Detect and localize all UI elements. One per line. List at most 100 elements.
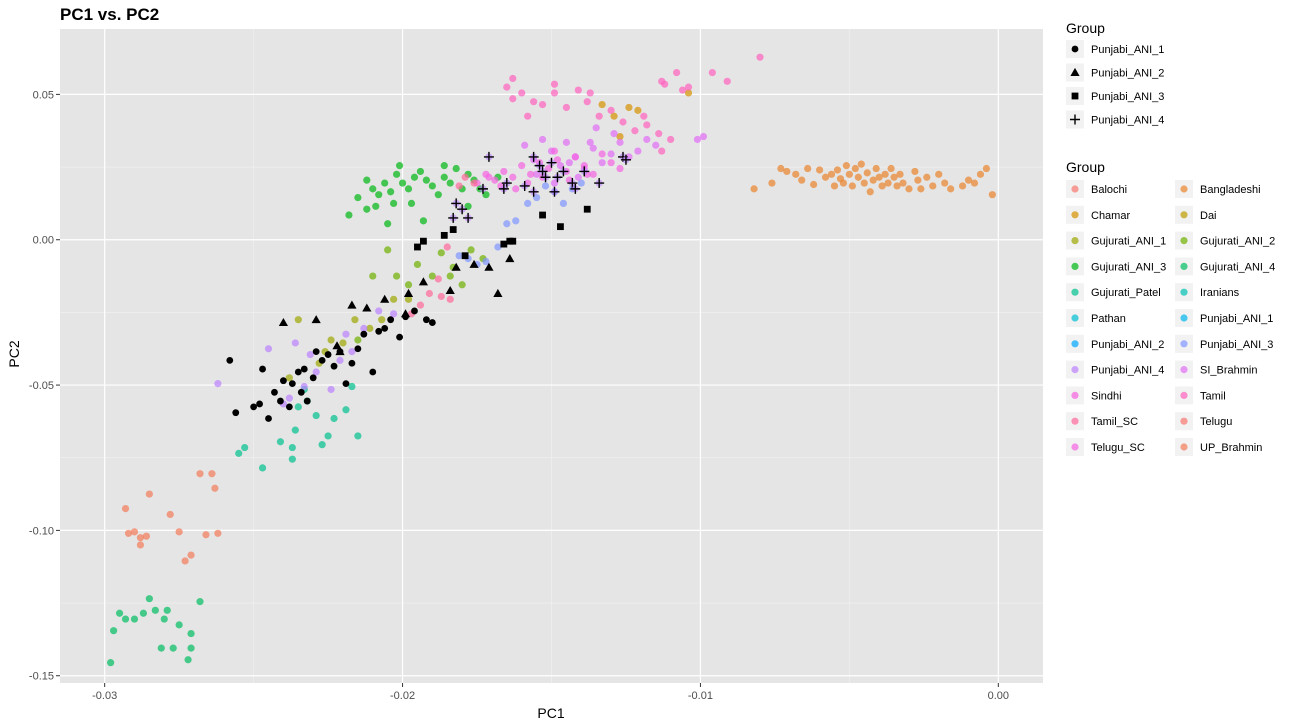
data-point: [196, 598, 204, 606]
data-point: [557, 223, 564, 231]
data-point: [580, 162, 588, 170]
data-point: [896, 170, 904, 178]
data-point: [336, 356, 344, 364]
color-legend-item: Iranians: [1175, 283, 1240, 302]
data-point: [303, 397, 311, 405]
shape-legend-item: Punjabi_ANI_3: [1066, 87, 1164, 105]
series-telugu-sc: [407, 173, 478, 318]
data-point: [503, 83, 511, 91]
data-point: [354, 336, 362, 344]
data-point: [297, 388, 305, 396]
data-point: [181, 557, 189, 565]
plot-panel: [60, 29, 1043, 683]
data-point: [756, 53, 764, 61]
data-point: [839, 179, 848, 187]
color-legend-item: Pathan: [1066, 309, 1126, 327]
data-point: [420, 237, 427, 245]
data-point: [505, 254, 515, 263]
data-point: [437, 249, 445, 257]
data-point: [640, 112, 648, 120]
legend-symbol: [1071, 45, 1079, 53]
data-point: [550, 179, 559, 187]
data-point: [136, 541, 145, 549]
data-point: [947, 185, 955, 193]
data-point: [634, 106, 642, 114]
data-point: [558, 166, 569, 177]
data-point: [142, 532, 150, 540]
data-point: [537, 166, 548, 177]
data-point: [598, 150, 606, 158]
data-point: [232, 409, 240, 417]
data-point: [169, 644, 177, 652]
data-point: [440, 231, 448, 239]
data-point: [935, 170, 943, 178]
data-point: [451, 262, 461, 271]
data-point: [418, 277, 429, 286]
data-point: [278, 317, 289, 327]
data-point: [288, 455, 296, 463]
y-axis-label: PC2: [6, 340, 22, 367]
data-point: [872, 164, 880, 173]
data-point: [598, 100, 606, 109]
data-point: [783, 167, 791, 176]
data-point: [723, 77, 731, 85]
data-point: [258, 464, 267, 472]
shape-legend-item: Punjabi_ANI_4: [1066, 110, 1164, 129]
data-point: [187, 629, 195, 638]
data-point: [982, 164, 991, 173]
legend-label: Telugu_SC: [1091, 442, 1145, 454]
data-point: [354, 345, 362, 353]
data-point: [539, 211, 546, 219]
color-legend-item: Punjabi_ANI_4: [1066, 360, 1164, 379]
series-bangladeshi: [750, 160, 996, 199]
data-point: [208, 470, 216, 478]
data-point: [595, 112, 603, 120]
data-point: [923, 173, 931, 181]
data-point: [375, 191, 383, 199]
data-point: [214, 380, 222, 388]
data-point: [518, 162, 526, 170]
data-point: [833, 166, 842, 174]
data-point: [294, 316, 302, 324]
data-point: [533, 170, 541, 178]
data-point: [538, 135, 547, 144]
data-point: [410, 173, 419, 181]
data-point: [390, 199, 398, 207]
color-legend-item: Telugu: [1175, 412, 1232, 431]
data-point: [538, 100, 547, 109]
data-point: [285, 394, 293, 402]
data-point: [312, 348, 320, 356]
data-point: [571, 153, 579, 161]
data-point: [509, 74, 517, 83]
data-point: [533, 193, 541, 202]
data-point: [360, 324, 368, 332]
data-point: [559, 199, 568, 207]
data-point: [414, 243, 421, 251]
legend-symbol: [1180, 185, 1188, 193]
data-point: [804, 164, 812, 173]
data-point: [271, 388, 278, 396]
color-legend-item: Gujurati_ANI_4: [1175, 257, 1275, 276]
data-point: [448, 212, 459, 223]
legend-label: Gujurati_ANI_2: [1200, 236, 1275, 248]
data-point: [124, 529, 133, 537]
data-point: [988, 191, 996, 199]
legend-label: Balochi: [1091, 184, 1127, 196]
data-point: [970, 179, 979, 187]
series-gujurati-ani-4: [345, 162, 502, 228]
data-point: [893, 182, 901, 190]
legend-label: Punjabi_ANI_4: [1091, 365, 1164, 377]
data-point: [443, 243, 451, 251]
data-point: [929, 182, 937, 190]
legend-symbol: [1071, 366, 1079, 374]
data-point: [306, 350, 314, 359]
data-point: [434, 275, 442, 283]
data-point: [509, 173, 517, 181]
data-point: [145, 595, 153, 603]
color-legend-item: Telugu_SC: [1066, 438, 1145, 456]
data-point: [285, 403, 293, 411]
data-point: [470, 179, 478, 187]
data-point: [842, 162, 851, 170]
data-point: [500, 240, 508, 248]
data-point: [461, 173, 469, 181]
